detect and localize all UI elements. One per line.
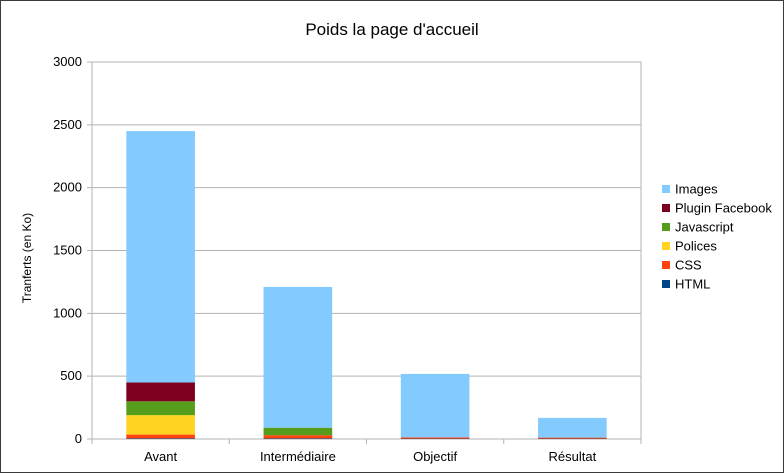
bar-segment: [263, 438, 333, 439]
bar-segment: [126, 131, 195, 383]
y-axis-label: Tranferts (en Ko): [20, 213, 34, 303]
legend: Images Plugin Facebook Javascript Polices CS…: [662, 182, 772, 292]
y-tick-label: 1500: [53, 243, 82, 258]
bar-segment: [126, 438, 195, 439]
x-tick-label: Objectif: [413, 449, 457, 464]
bar-segment: [400, 437, 470, 439]
y-tick-label: 2000: [53, 180, 82, 195]
legend-swatch: [662, 204, 670, 212]
legend-swatch: [662, 223, 670, 231]
bar-segment: [263, 427, 333, 436]
legend-entry: Images: [675, 182, 718, 197]
bar-segment: [538, 417, 607, 438]
legend-swatch: [662, 185, 670, 193]
x-tick-label: Intermédiaire: [260, 449, 336, 464]
y-tick-label: 0: [75, 431, 82, 446]
legend-entry: Javascript: [675, 220, 734, 235]
bar-segment: [538, 437, 607, 439]
legend-entry: CSS: [675, 258, 702, 273]
y-tick-label: 1000: [53, 305, 82, 320]
bar-segment: [263, 435, 333, 439]
legend-entry: Polices: [675, 239, 717, 254]
bar-segment: [400, 373, 470, 438]
bar-segment: [126, 401, 195, 416]
bar-segment: [126, 415, 195, 435]
y-tick-label: 2500: [53, 117, 82, 132]
legend-swatch: [662, 261, 670, 269]
x-tick-label: Résultat: [549, 449, 597, 464]
legend-swatch: [662, 242, 670, 250]
bar-segment: [126, 382, 195, 402]
bar-segment: [263, 286, 333, 428]
bar-segment: [126, 434, 195, 439]
bars: [126, 131, 607, 439]
axes: 0 500 1000 1500 2000 2500 3000 Avant Intermédiai…: [53, 54, 642, 464]
legend-swatch: [662, 280, 670, 288]
x-tick-label: Avant: [144, 449, 177, 464]
y-tick-label: 3000: [53, 54, 82, 69]
chart-title: Poids la page d'accueil: [305, 20, 478, 39]
y-tick-label: 500: [60, 368, 82, 383]
legend-entry: HTML: [675, 277, 710, 292]
legend-entry: Plugin Facebook: [675, 201, 772, 216]
